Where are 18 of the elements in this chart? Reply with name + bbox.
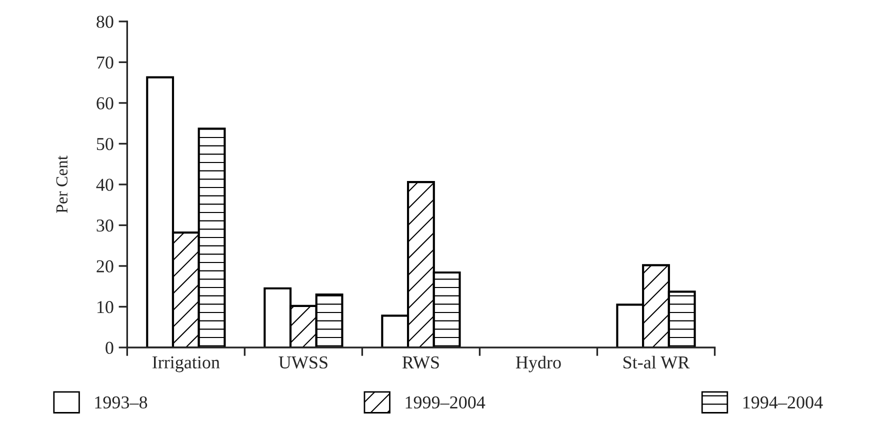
legend-label: 1993–8 [95,396,148,409]
legend-label: 1994–2004 [743,396,823,409]
y-tick-label: 80 [96,16,114,28]
x-tick-label: St-al WR [624,356,690,369]
x-tick-label: UWSS [278,356,328,369]
y-tick-label: 10 [98,300,114,314]
y-tick-label: 60 [96,97,114,110]
y-tick-label: 30 [96,219,114,232]
x-tick-label: RWS [402,356,439,369]
x-tick-label: Hydro [516,356,561,372]
y-tick-label: 50 [96,138,114,150]
y-tick-label: 20 [96,260,114,272]
x-tick-label: Irrigation [152,356,220,372]
legend-label: 1999–2004 [406,396,486,409]
y-axis-title: Per Cent [56,156,68,213]
y-tick-label: 0 [106,342,114,354]
y-tick-label: 40 [96,178,114,191]
y-tick-label: 70 [97,56,114,69]
